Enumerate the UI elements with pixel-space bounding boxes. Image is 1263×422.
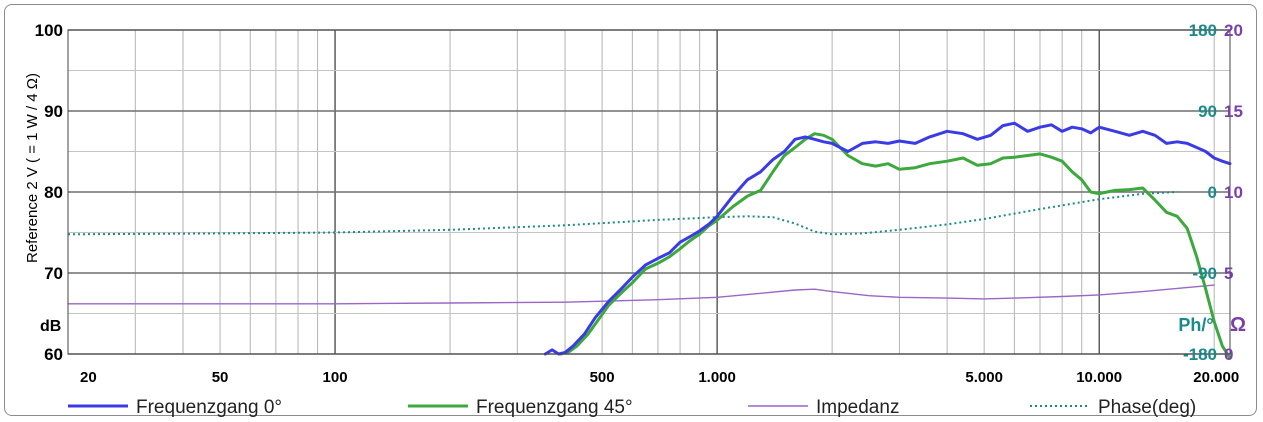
phase-tick-label: 180 [1189,21,1217,40]
chart-frame [4,4,1257,416]
phase-axis-label: Ph/° [1178,315,1213,335]
series-line-phase-deg- [67,191,1178,236]
series-lines [67,121,1232,360]
axes: 60 70 80 90 100 -180 -90 0 90 180 0 5 10 15 20 20 50 100 5… [35,21,1243,386]
x-tick-label: 100 [323,369,348,386]
y-tick-label: 60 [44,345,63,364]
series-line-frequenzgang-45- [559,132,1232,360]
x-tick-label: 50 [212,369,229,386]
impedance-axis-label: Ω [1230,314,1246,336]
legend-label: Phase(deg) [1098,397,1196,418]
series-line-frequenzgang-0- [543,121,1232,356]
grid-lines [67,29,1230,355]
phase-tick-label: -90 [1192,264,1217,283]
phase-tick-label: -180 [1183,345,1217,364]
impedance-tick-label: 15 [1224,102,1243,121]
legend-label: Frequenzgang 45° [476,397,633,418]
phase-tick-label: 0 [1208,183,1217,202]
legend-label: Frequenzgang 0° [136,397,282,418]
y-axis-label: Reference 2 V ( = 1 W / 4 Ω) [24,73,41,263]
impedance-tick-label: 0 [1224,345,1233,364]
x-tick-label: 1.000 [698,369,736,386]
impedance-tick-label: 10 [1224,183,1243,202]
impedance-tick-label: 5 [1224,264,1233,283]
x-tick-label: 20 [80,369,97,386]
x-tick-label: 500 [590,369,615,386]
y-tick-label: 90 [44,102,63,121]
x-tick-label: 5.000 [965,369,1003,386]
x-tick-label: 10.000 [1076,369,1122,386]
plot-border [67,29,1231,355]
impedance-tick-label: 20 [1224,21,1243,40]
y-tick-label: 100 [35,21,63,40]
y-axis-unit: dB [40,318,61,335]
legend-label: Impedanz [816,397,899,418]
legend: Frequenzgang 0° Frequenzgang 45° Impedanz P… [68,397,1196,418]
phase-tick-label: 90 [1198,102,1217,121]
series-line-impedanz [67,284,1215,305]
y-tick-label: 80 [44,183,63,202]
y-tick-label: 70 [44,264,63,283]
x-tick-label: 20.000 [1193,369,1239,386]
